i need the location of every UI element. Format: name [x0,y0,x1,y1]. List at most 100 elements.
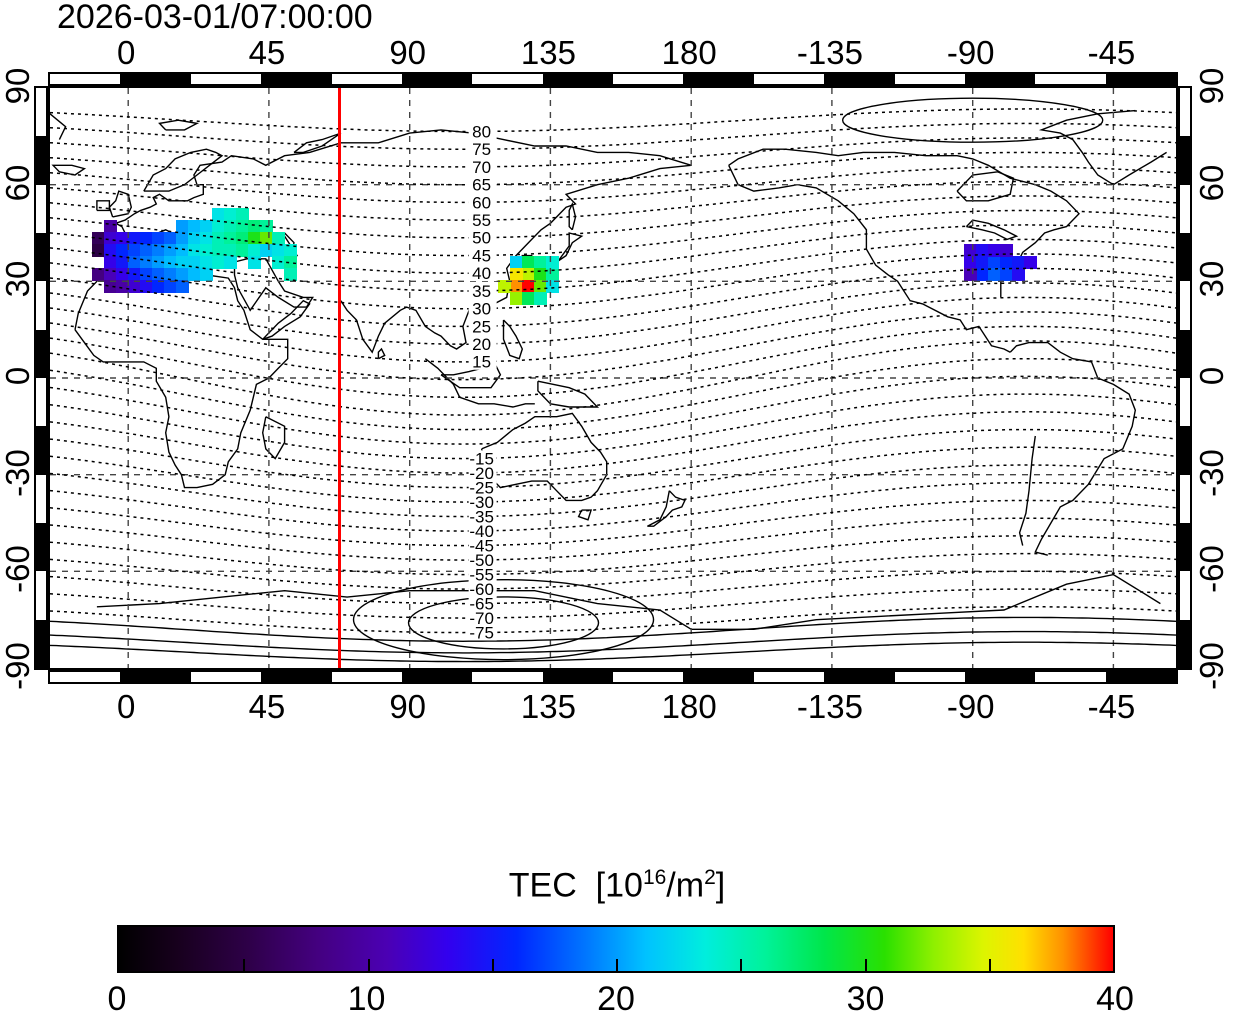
colorbar-label-40: 40 [1096,980,1134,1018]
tec-cell [534,256,547,269]
tec-cell [200,268,213,281]
tec-cell [104,232,117,245]
tec-cell [546,280,559,293]
tec-cell [260,244,273,257]
ytick-right-60: 60 [1193,164,1230,202]
colorbar[interactable] [117,925,1115,973]
tec-cell [976,244,989,257]
tec-cell [164,280,177,293]
tec-cell [140,268,153,281]
tec-cell [224,244,237,257]
tec-cell [510,280,523,293]
xtick-top-90: 90 [389,34,427,71]
tec-cell [116,256,129,269]
tec-cell [152,244,165,257]
tec-cell [128,268,141,281]
ytick-right--30: -30 [1193,448,1230,497]
colorbar-label-20: 20 [597,980,635,1018]
tec-cell [964,256,977,269]
tec-cell [128,256,141,269]
tec-cell [260,232,273,245]
tec-cell [200,232,213,245]
tec-cell [248,232,261,245]
tec-cell [200,256,213,269]
tec-cell [546,268,559,281]
tec-cell [522,256,535,269]
tec-cell [152,256,165,269]
tec-cell [284,268,297,281]
xtick-bottom--45: -45 [1087,688,1136,725]
tec-cell [522,280,535,293]
map-plot-area[interactable]: 80 75 70 65 60 55 50 45 40 35 30 25 20 15 -15 -20 -25 -30… [48,86,1178,670]
tec-cell [522,268,535,281]
xtick-top-180: 180 [661,34,717,71]
tec-cell [546,256,559,269]
tec-cell [534,280,547,293]
colorbar-label-10: 10 [347,980,386,1018]
tec-cell [236,208,249,221]
tec-cell [212,220,225,233]
tec-cell [92,232,105,245]
tec-cell [140,232,153,245]
tec-cell [976,256,989,269]
tec-cell [224,256,237,269]
tec-cell [272,244,285,257]
tec-cell [200,220,213,233]
tec-cell [104,244,117,257]
xtick-bottom-90: 90 [389,688,427,725]
axis-bar-bottom [48,670,1178,684]
colorbar-tick-15 [491,959,494,971]
tec-cell [534,292,547,305]
axis-bar-top [48,72,1178,86]
tec-cell [92,244,105,257]
tec-cell [236,244,249,257]
world-map-svg [50,109,1167,630]
tec-cell [248,256,261,269]
tec-cell [116,280,129,293]
tec-cell [116,244,129,257]
tec-cell [272,256,285,269]
tec-cell [212,244,225,257]
tec-cell [104,256,117,269]
tec-cell [498,280,511,293]
xtick-top-45: 45 [248,34,286,71]
tec-cell [188,268,201,281]
tec-cell [260,220,273,233]
tec-cell [200,244,213,257]
ytick-right-90: 90 [1193,67,1230,105]
tec-cell [964,244,977,257]
xtick-bottom-45: 45 [248,688,286,725]
tec-cell [164,244,177,257]
tec-cell [92,268,105,281]
tec-cell [284,256,297,269]
tec-cell [1024,256,1037,269]
tec-cell [128,244,141,257]
tec-cell [104,220,117,233]
colorbar-tick-30 [864,959,867,971]
tec-cell [976,268,989,281]
tec-cell [176,280,189,293]
map-canvas: 80 75 70 65 60 55 50 45 40 35 30 25 20 15 -15 -20 -25 -30… [50,88,1176,668]
xtick-top--90: -90 [946,34,995,71]
tec-cell [1012,268,1025,281]
tec-cell [128,232,141,245]
ytick-left-0: 0 [0,366,36,386]
tec-cell [188,232,201,245]
colorbar-tick-35 [988,959,991,971]
colorbar-label-0: 0 [107,980,127,1018]
tec-cell [988,268,1001,281]
xtick-bottom-180: 180 [661,688,717,725]
tec-cell [224,232,237,245]
ytick-left--90: -90 [0,642,36,690]
xtick-bottom-135: 135 [520,688,576,725]
tec-cell [964,268,977,281]
tec-cell [176,244,189,257]
colorbar-label-30: 30 [846,980,885,1018]
tec-cell [224,208,237,221]
colorbar-tick-25 [740,959,743,971]
tec-cell [212,232,225,245]
tec-cell [152,268,165,281]
tec-cell [272,232,285,245]
tec-cell [510,256,523,269]
